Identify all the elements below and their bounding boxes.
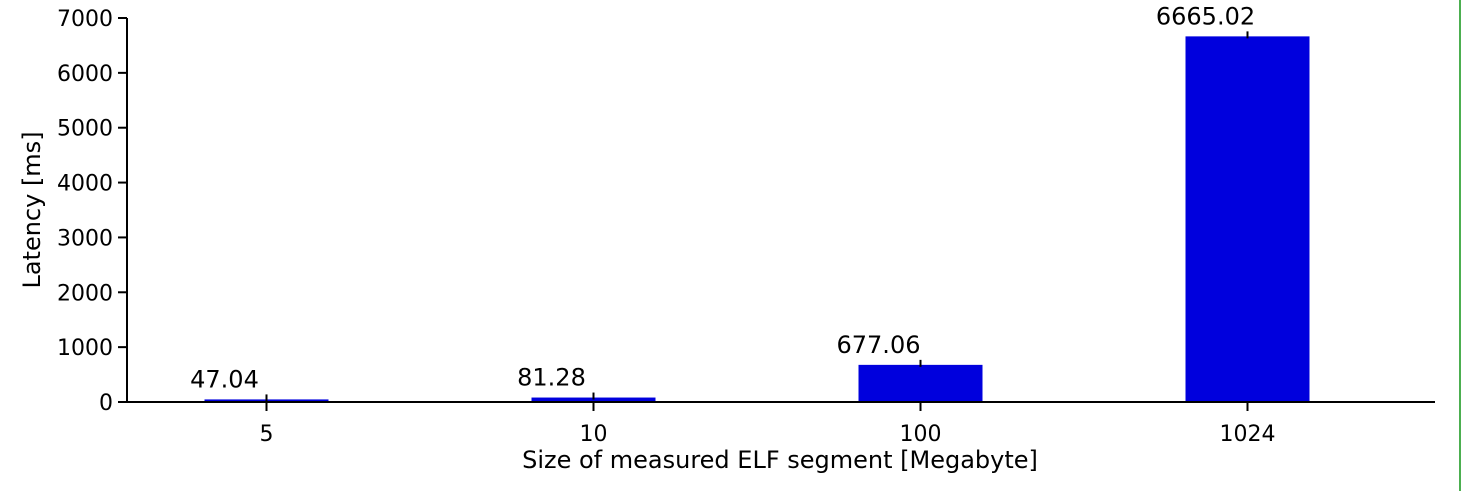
y-axis-title: Latency [ms] — [18, 131, 46, 288]
x-tick-label-1024: 1024 — [1220, 422, 1276, 447]
data-label-1024: 6665.02 — [1156, 2, 1255, 30]
data-label-10: 81.28 — [517, 364, 586, 392]
y-tick-label: 6000 — [57, 62, 113, 87]
x-axis-title: Size of measured ELF segment [Megabyte] — [522, 446, 1038, 474]
y-tick-label: 1000 — [57, 336, 113, 361]
bar-10 — [531, 397, 656, 402]
y-tick-label: 0 — [99, 391, 113, 416]
data-labels-group: 47.04 81.28 677.06 6665.02 — [190, 2, 1255, 393]
y-tick-label: 7000 — [57, 7, 113, 32]
x-axis: 5 10 100 1024 — [127, 401, 1435, 447]
y-axis: 0 1000 2000 3000 4000 5000 6000 7000 — [57, 7, 128, 416]
y-tick-label: 4000 — [57, 172, 113, 197]
x-tick-label-5: 5 — [260, 422, 274, 447]
x-tick-label-100: 100 — [900, 422, 942, 447]
y-tick-label: 5000 — [57, 117, 113, 142]
x-tick-label-10: 10 — [580, 422, 608, 447]
data-label-5: 47.04 — [190, 365, 259, 393]
error-bars-group — [265, 31, 1249, 402]
bars-group — [204, 36, 1310, 403]
bar-100 — [858, 364, 983, 402]
y-tick-label: 3000 — [57, 226, 113, 251]
right-edge-border — [1459, 0, 1461, 491]
y-tick-label: 2000 — [57, 281, 113, 306]
bar-1024 — [1185, 36, 1310, 403]
data-label-100: 677.06 — [837, 331, 921, 359]
